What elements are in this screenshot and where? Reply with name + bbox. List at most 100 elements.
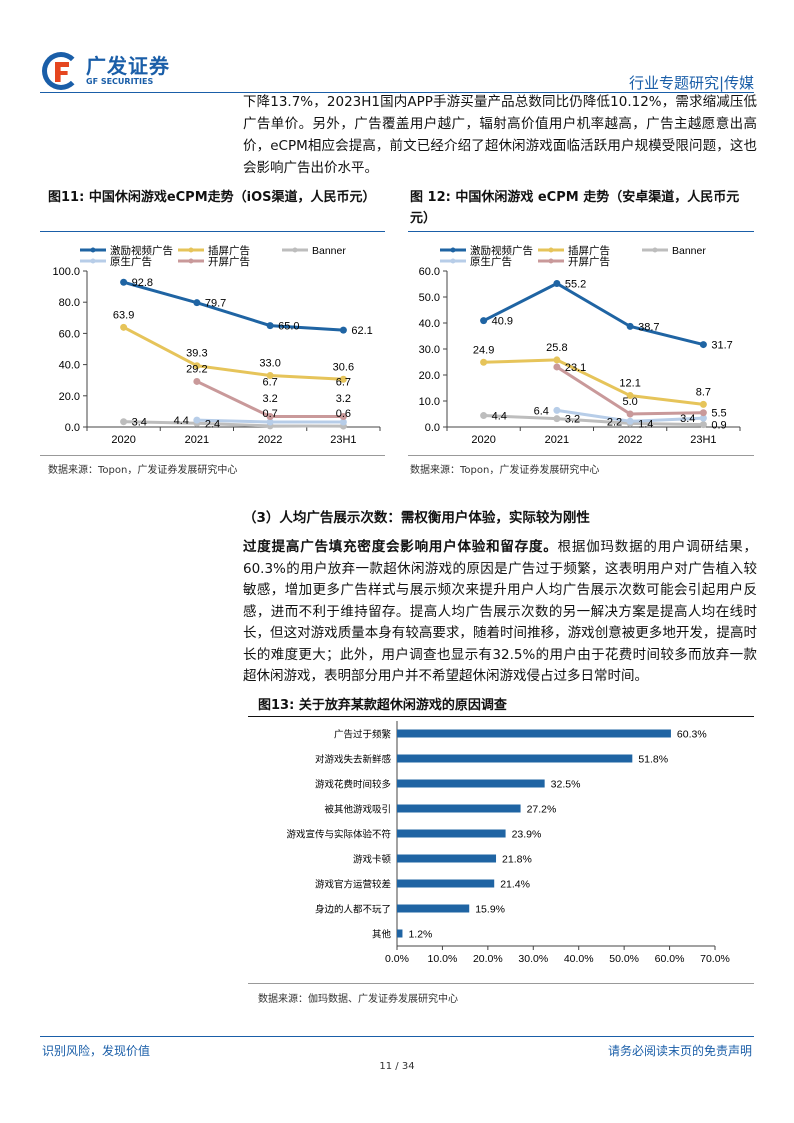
gf-logo-icon — [42, 52, 80, 90]
logo-en: GF SECURITIES — [86, 77, 154, 86]
body-lead: 过度提高广告填充密度会影响用户体验和留存度。 — [243, 539, 558, 555]
x-tick-label: 23H1 — [690, 434, 716, 446]
data-point — [699, 341, 707, 349]
data-point — [339, 326, 347, 334]
data-label: 1.4 — [638, 418, 653, 430]
data-point — [266, 413, 274, 421]
category-label: 广告过于频繁 — [334, 729, 392, 741]
data-point — [339, 418, 347, 426]
x-tick-label: 2020 — [111, 434, 135, 446]
legend-marker — [652, 247, 658, 253]
data-point — [193, 362, 201, 370]
data-label: 30.6 — [333, 361, 354, 373]
data-point — [480, 317, 488, 325]
fig13-title: 图13: 关于放弃某款超休闲游戏的原因调查 — [258, 698, 507, 713]
data-label: 0.7 — [262, 408, 277, 420]
fig12-rule — [408, 231, 754, 232]
category-label: 身边的人都不玩了 — [315, 904, 391, 916]
data-point — [193, 416, 201, 424]
fig13-source: 数据来源：伽玛数据、广发证券发展研究中心 — [258, 994, 458, 1005]
y-tick-label: 100.0 — [52, 266, 80, 278]
data-point — [699, 400, 707, 408]
data-point — [626, 417, 634, 425]
category-label: 被其他游戏吸引 — [324, 804, 391, 816]
section-heading: （3）人均广告展示次数：需权衡用户体验，实际较为刚性 — [243, 510, 590, 526]
y-tick-label: 40.0 — [419, 318, 440, 330]
x-tick-label: 70.0% — [700, 953, 730, 965]
bar-value-label: 32.5% — [551, 779, 581, 791]
legend-marker — [292, 247, 298, 253]
legend-label: 原生广告 — [110, 255, 152, 268]
data-label: 12.1 — [619, 378, 640, 390]
body-text: 根据伽玛数据的用户调研结果，60.3%的用户放弃一款超休闲游戏的原因是广告过于频… — [243, 539, 758, 684]
footer-disclaimer: 请务必阅读末页的免责声明 — [607, 1044, 752, 1058]
legend-marker — [548, 258, 554, 264]
legend-marker — [90, 258, 96, 264]
legend-marker — [188, 258, 194, 264]
data-point — [553, 363, 561, 371]
data-label: 0.6 — [336, 408, 351, 420]
bar-value-label: 21.4% — [500, 879, 530, 891]
data-label: 25.8 — [546, 342, 567, 354]
data-label: 65.0 — [278, 321, 299, 333]
bar — [397, 729, 671, 738]
data-point — [339, 375, 347, 383]
legend-label: Banner — [672, 245, 706, 257]
y-tick-label: 20.0 — [419, 370, 440, 382]
bar — [397, 804, 521, 813]
bar — [397, 904, 470, 913]
data-label: 5.5 — [711, 408, 726, 420]
data-label: 29.2 — [186, 363, 207, 375]
ios-ecpm-chart: 激励视频广告 插屏广告 Banner 原生广告 开屏广告 0.0 20.0 40.0 60.0 8… — [52, 244, 381, 446]
data-point — [120, 323, 128, 331]
data-label: 79.7 — [205, 298, 226, 310]
y-tick-label: 0.0 — [65, 422, 80, 434]
data-point — [120, 418, 128, 426]
category-label: 其他 — [372, 929, 392, 941]
fig11-rule — [40, 231, 385, 232]
bar-value-label: 51.8% — [638, 754, 668, 766]
fig12-bottom-rule — [408, 455, 754, 456]
legend-marker — [450, 258, 456, 264]
x-tick-label: 2022 — [258, 434, 282, 446]
data-label: 3.4 — [132, 417, 147, 429]
data-label: 92.8 — [132, 277, 153, 289]
legend-label: 开屏广告 — [568, 255, 610, 268]
legend-label: 插屏广告 — [208, 244, 250, 257]
data-point — [193, 377, 201, 385]
x-tick-label: 20.0% — [473, 953, 503, 965]
data-point — [699, 421, 707, 429]
bar — [397, 879, 495, 888]
data-point — [553, 406, 561, 414]
fig11-title: 图11: 中国休闲游戏eCPM走势（iOS渠道，人民币元） — [48, 190, 376, 205]
y-tick-label: 50.0 — [419, 292, 440, 304]
category-label: 游戏宣传与实际体验不符 — [286, 829, 391, 841]
y-tick-label: 60.0 — [59, 328, 80, 340]
category-label: 游戏官方运营较差 — [315, 879, 391, 891]
body-paragraph: 过度提高广告填充密度会影响用户体验和留存度。根据伽玛数据的用户调研结果，60.3… — [243, 537, 757, 688]
fig13-rule — [248, 716, 754, 717]
series-line — [482, 281, 704, 347]
x-tick-label: 60.0% — [655, 953, 685, 965]
data-point — [699, 409, 707, 417]
legend-label: 激励视频广告 — [110, 244, 173, 257]
bar — [397, 779, 545, 788]
data-point — [266, 372, 274, 380]
bar — [397, 929, 403, 938]
data-point — [553, 279, 561, 287]
legend-marker — [90, 247, 96, 253]
data-label: 0.9 — [711, 420, 726, 432]
company-logo: 广发证券 GF SECURITIES — [42, 52, 170, 90]
legend-label: 插屏广告 — [568, 244, 610, 257]
data-label: 39.3 — [186, 348, 207, 360]
section-label: 行业专题研究|传媒 — [628, 74, 754, 92]
data-point — [266, 418, 274, 426]
bar-value-label: 27.2% — [527, 804, 557, 816]
bar-value-label: 1.2% — [408, 929, 432, 941]
series-line — [122, 325, 344, 381]
data-label: 8.7 — [696, 386, 711, 398]
fig13-bottom-rule — [248, 983, 754, 984]
fig12-title: 图 12: 中国休闲游戏 eCPM 走势（安卓渠道，人民币元元） — [410, 190, 740, 226]
data-point — [480, 412, 488, 420]
legend-label: Banner — [312, 245, 346, 257]
